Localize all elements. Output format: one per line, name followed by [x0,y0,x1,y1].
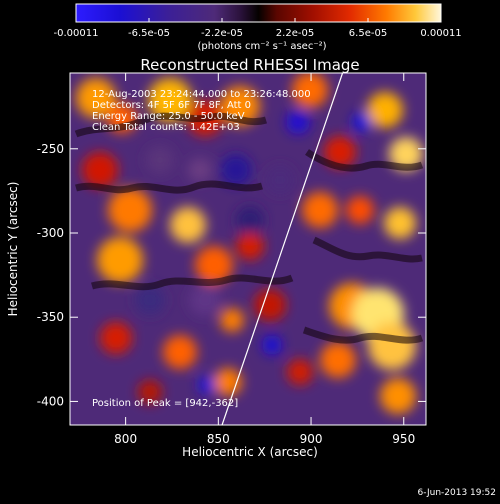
colorbar-unit-label: (photons cm⁻² s⁻¹ asec⁻²) [197,41,326,52]
heatmap-mark [220,154,252,186]
heatmap-mark [220,308,244,332]
heatmap-mark [195,246,233,284]
colorbar: -0.00011 -6.5e-05 -2.2e-05 2.2e-05 6.5e-05 0.… [54,3,462,52]
colorbar-tick-label: -2.2e-05 [201,28,243,39]
annotation-total-counts: Clean Total counts: 1.42E+03 [92,122,240,133]
heatmap-mark [346,196,374,224]
y-tick-label: -400 [37,394,64,408]
x-tick-label: 900 [300,432,323,446]
heatmap-mark [188,158,212,182]
y-tick-label: -300 [37,226,64,240]
heatmap-mark [198,376,216,394]
dark-contour [302,326,424,344]
chart-title: Reconstructed RHESSI Image [140,56,359,74]
heatmap-mark [135,285,165,315]
annotation-detectors: Detectors: 4F 5F 6F 7F 8F, Att 0 [92,100,251,111]
heatmap-mark [148,78,192,122]
dark-contour [74,112,268,138]
heatmap-mark [254,289,286,321]
x-axis-ticks [125,73,405,425]
y-axis-label: Heliocentric Y (arcsec) [6,182,20,317]
heatmap-mark [384,207,416,239]
colorbar-bar [75,3,442,23]
dark-contour [305,149,424,172]
plot-frame [69,72,427,426]
heatmap-mark [82,152,118,188]
solar-limb-line [221,72,344,426]
y-tick-label: -250 [37,142,64,156]
annotation-time-range: 12-Aug-2003 23:24:44.000 to 23:26:48.000 [92,89,311,100]
x-tick-label: 850 [207,432,230,446]
heatmap-mark [236,232,264,260]
colorbar-tick-label: 6.5e-05 [349,28,387,39]
heatmap-mark [214,368,242,396]
x-tick-label: 800 [114,432,137,446]
colorbar-tick-label: -6.5e-05 [128,28,170,39]
heatmap-mark [367,92,403,128]
peak-position-label: Position of Peak = [942,-362] [92,398,238,409]
heatmap-mark [302,192,338,228]
heatmap-mark [286,110,310,134]
dark-contour [312,236,423,263]
heatmap-mark [170,207,206,243]
colorbar-ticks [75,18,442,22]
y-axis-ticks [70,148,426,402]
heatmap-mark [368,322,416,370]
heatmap-mark [389,137,423,171]
heatmap-mark [163,335,197,369]
dark-contour [91,274,294,291]
heatmap-mark [189,284,221,316]
heatmap-mark [97,237,143,283]
y-tick-label: -350 [37,310,64,324]
heatmap-mark [138,380,162,404]
heatmap-mark [262,335,282,355]
heatmap-blobs [76,73,423,414]
x-axis-label: Heliocentric X (arcsec) [182,445,318,459]
heatmap-mark [76,78,116,118]
heatmap-dark-contours [74,112,424,344]
heatmap-mark [287,359,313,385]
heatmap-mark [146,146,174,174]
colorbar-labels: -0.00011 -6.5e-05 -2.2e-05 2.2e-05 6.5e-05 0.… [54,28,462,39]
heatmap-mark [236,206,264,234]
dark-contour [75,180,263,194]
plot-overlay: 800 850 900 950 -250 -300 -350 -400 [37,72,427,446]
heatmap-mark [352,112,372,132]
x-axis-tick-labels: 800 850 900 950 [114,432,415,446]
heatmap-mark [100,322,132,354]
heatmap-mark [108,188,152,232]
heatmap-layer [74,73,424,414]
colorbar-tick-label: 2.2e-05 [276,28,314,39]
heatmap-mark [266,166,294,194]
colorbar-tick-label: -0.00011 [54,28,99,39]
heatmap-mark [324,136,356,168]
render-timestamp: 6-Jun-2013 19:52 [418,488,497,498]
y-axis-tick-labels: -250 -300 -350 -400 [37,142,64,409]
x-tick-label: 950 [392,432,415,446]
heatmap-mark [320,342,356,378]
heatmap-mark [292,73,328,108]
heatmap-mark [380,378,416,414]
colorbar-tick-label: 0.00011 [420,28,461,39]
annotation-energy-range: Energy Range: 25.0 - 50.0 keV [92,111,245,122]
